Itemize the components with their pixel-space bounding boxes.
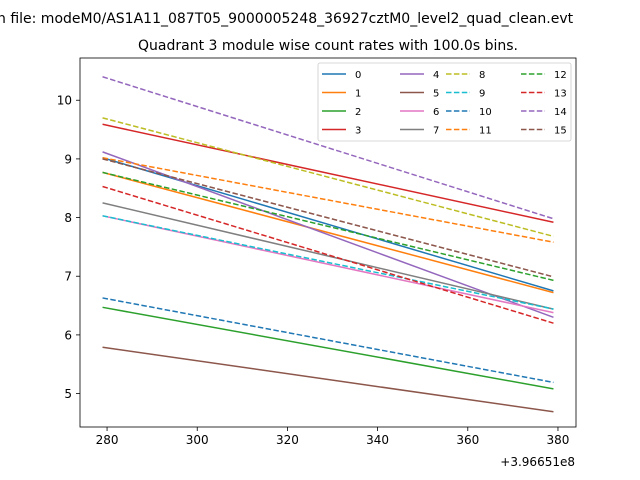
x-tick-label-380: 380	[547, 433, 570, 447]
y-tick-label-10: 10	[57, 94, 72, 108]
legend-label-10: 10	[479, 107, 492, 118]
series-line-15	[102, 158, 554, 278]
chart-title: Quadrant 3 module wise count rates with …	[138, 38, 518, 54]
legend-label-11: 11	[479, 126, 492, 137]
y-tick-label-5: 5	[64, 387, 72, 401]
series-line-4	[102, 151, 554, 319]
series-line-6	[102, 215, 554, 314]
y-tick-label-8: 8	[64, 211, 72, 225]
x-tick-label-360: 360	[456, 433, 479, 447]
legend-label-4: 4	[433, 70, 439, 81]
legend-label-1: 1	[355, 89, 361, 100]
x-tick-label-280: 280	[96, 433, 119, 447]
series-line-10	[102, 297, 554, 384]
axes-frame	[79, 57, 577, 428]
figure-suptitle: n file: modeM0/AS1A11_087T05_9000005248_…	[0, 11, 574, 27]
series-line-8	[102, 117, 554, 238]
legend-label-15: 15	[554, 126, 567, 137]
y-tick-label-7: 7	[64, 270, 72, 284]
series-line-3	[102, 123, 554, 223]
y-tick-label-9: 9	[64, 152, 72, 166]
series-line-2	[102, 306, 554, 390]
legend-label-0: 0	[355, 70, 361, 81]
legend-label-9: 9	[479, 89, 485, 100]
series-line-7	[102, 202, 554, 310]
x-tick-label-320: 320	[276, 433, 299, 447]
series-line-1	[102, 171, 554, 294]
legend-label-3: 3	[355, 126, 361, 137]
legend-label-7: 7	[433, 126, 439, 137]
plot-area: 280 300 320 340 360 3805678910012345678910111…	[57, 57, 577, 447]
legend-label-6: 6	[433, 107, 439, 118]
x-tick-label-300: 300	[186, 433, 209, 447]
legend-box	[317, 62, 572, 142]
legend-label-2: 2	[355, 107, 361, 118]
series-line-11	[102, 156, 554, 243]
series-line-12	[102, 171, 554, 282]
series-line-5	[102, 346, 554, 413]
legend-label-5: 5	[433, 89, 439, 100]
y-tick-label-6: 6	[64, 328, 72, 342]
x-offset-label: +3.96651e8	[500, 455, 575, 469]
legend-label-14: 14	[554, 107, 567, 118]
x-tick-label-340: 340	[366, 433, 389, 447]
legend-label-8: 8	[479, 70, 485, 81]
series-line-9	[102, 215, 554, 310]
legend-label-13: 13	[554, 89, 567, 100]
legend-label-12: 12	[554, 70, 567, 81]
